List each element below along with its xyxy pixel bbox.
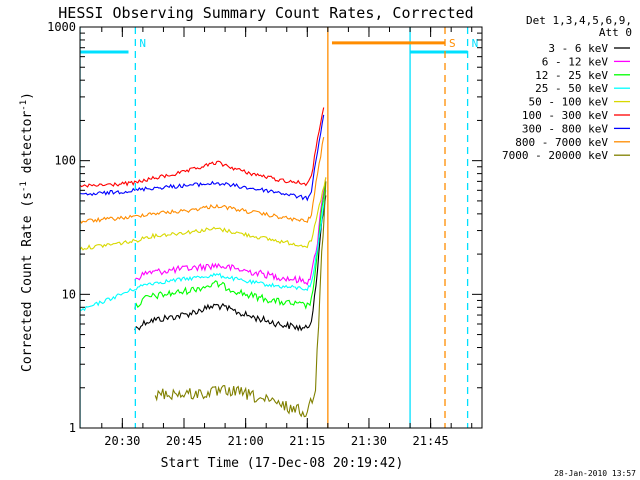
legend-label-2: 6 - 12 keV [542,55,609,68]
y-axis-label-end: ) [20,92,35,100]
legend-label-9: 7000 - 20000 keV [502,149,608,162]
y-axis-label-sup2: -1 [19,100,29,111]
x-axis-label: Start Time (17-Dec-08 20:19:42) [161,456,404,471]
y-axis-label-main: Corrected Count Rate (s [20,192,35,372]
series-line-5 [80,177,327,251]
legend-label-5: 50 - 100 keV [529,96,609,109]
y-tick-label-1: 1 [69,421,76,435]
marker-label-3: S [449,37,456,50]
legend-label-6: 100 - 300 keV [522,109,608,122]
y-tick-label-3: 100 [54,154,76,168]
plot-frame [79,26,483,429]
marker-label-2: N [472,37,479,50]
legend-label-8: 800 - 7000 keV [515,136,608,149]
x-tick-label-4: 21:15 [289,434,325,448]
y-tick-label-4: 1000 [47,20,76,34]
series-line-7 [80,114,325,202]
y-axis-label-sup1: -1 [19,181,29,192]
y-axis-label: Corrected Count Rate (s-1 detector-1) [19,92,35,372]
x-tick-label-1: 20:30 [104,434,140,448]
plot-area: N N S 1 10 100 1000 20:30 20:45 21:00 21:15 21:30 21… [47,20,483,448]
series-line-9 [154,181,327,418]
footer-date: 28-Jan-2010 13:57 [554,469,636,478]
series-line-4 [80,190,327,312]
legend-label-4: 25 - 50 keV [535,82,608,95]
legend-header-2: Att 0 [599,26,632,39]
legend-label-7: 300 - 800 keV [522,122,608,135]
series-line-8 [80,136,325,224]
y-tick-label-2: 10 [62,287,76,301]
legend-header-1: Det 1,3,4,5,6,9, [526,14,632,27]
series-line-6 [80,107,325,188]
chart-title: HESSI Observing Summary Count Rates, Cor… [58,4,473,22]
series-line-3 [134,181,327,310]
series-line-1 [134,195,327,332]
marker-label-1: N [139,37,146,50]
x-tick-label-6: 21:45 [413,434,449,448]
x-tick-label-2: 20:45 [166,434,202,448]
x-tick-label-5: 21:30 [351,434,387,448]
x-tick-label-3: 21:00 [228,434,264,448]
legend-label-1: 3 - 6 keV [548,42,608,55]
legend-label-3: 12 - 25 keV [535,69,608,82]
y-axis-label-mid: detector [20,111,35,182]
series-line-2 [134,177,327,286]
plot-content [80,27,469,428]
